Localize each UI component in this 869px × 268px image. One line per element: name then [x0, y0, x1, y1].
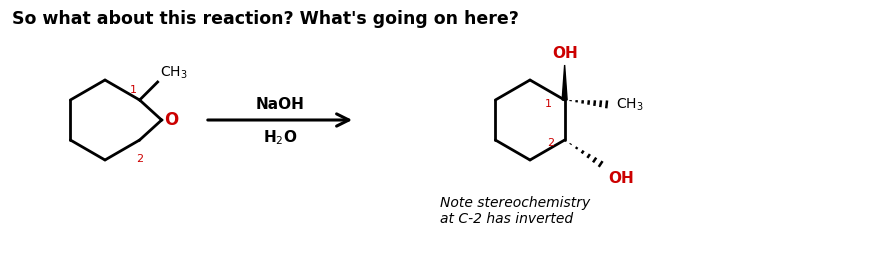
Text: Note stereochemistry: Note stereochemistry [440, 196, 589, 210]
Text: NaOH: NaOH [255, 97, 304, 112]
Text: CH$_3$: CH$_3$ [615, 97, 642, 113]
Text: O: O [163, 111, 177, 129]
Text: H$_2$O: H$_2$O [262, 128, 297, 147]
Text: 2: 2 [547, 138, 554, 148]
Text: at C-2 has inverted: at C-2 has inverted [440, 212, 573, 226]
Text: OH: OH [608, 171, 634, 186]
Text: So what about this reaction? What's going on here?: So what about this reaction? What's goin… [12, 10, 518, 28]
Text: CH$_3$: CH$_3$ [159, 65, 187, 81]
Text: 2: 2 [136, 154, 143, 164]
Text: 1: 1 [129, 85, 136, 95]
Text: OH: OH [551, 46, 577, 61]
Polygon shape [561, 65, 567, 100]
Text: 1: 1 [545, 99, 552, 109]
